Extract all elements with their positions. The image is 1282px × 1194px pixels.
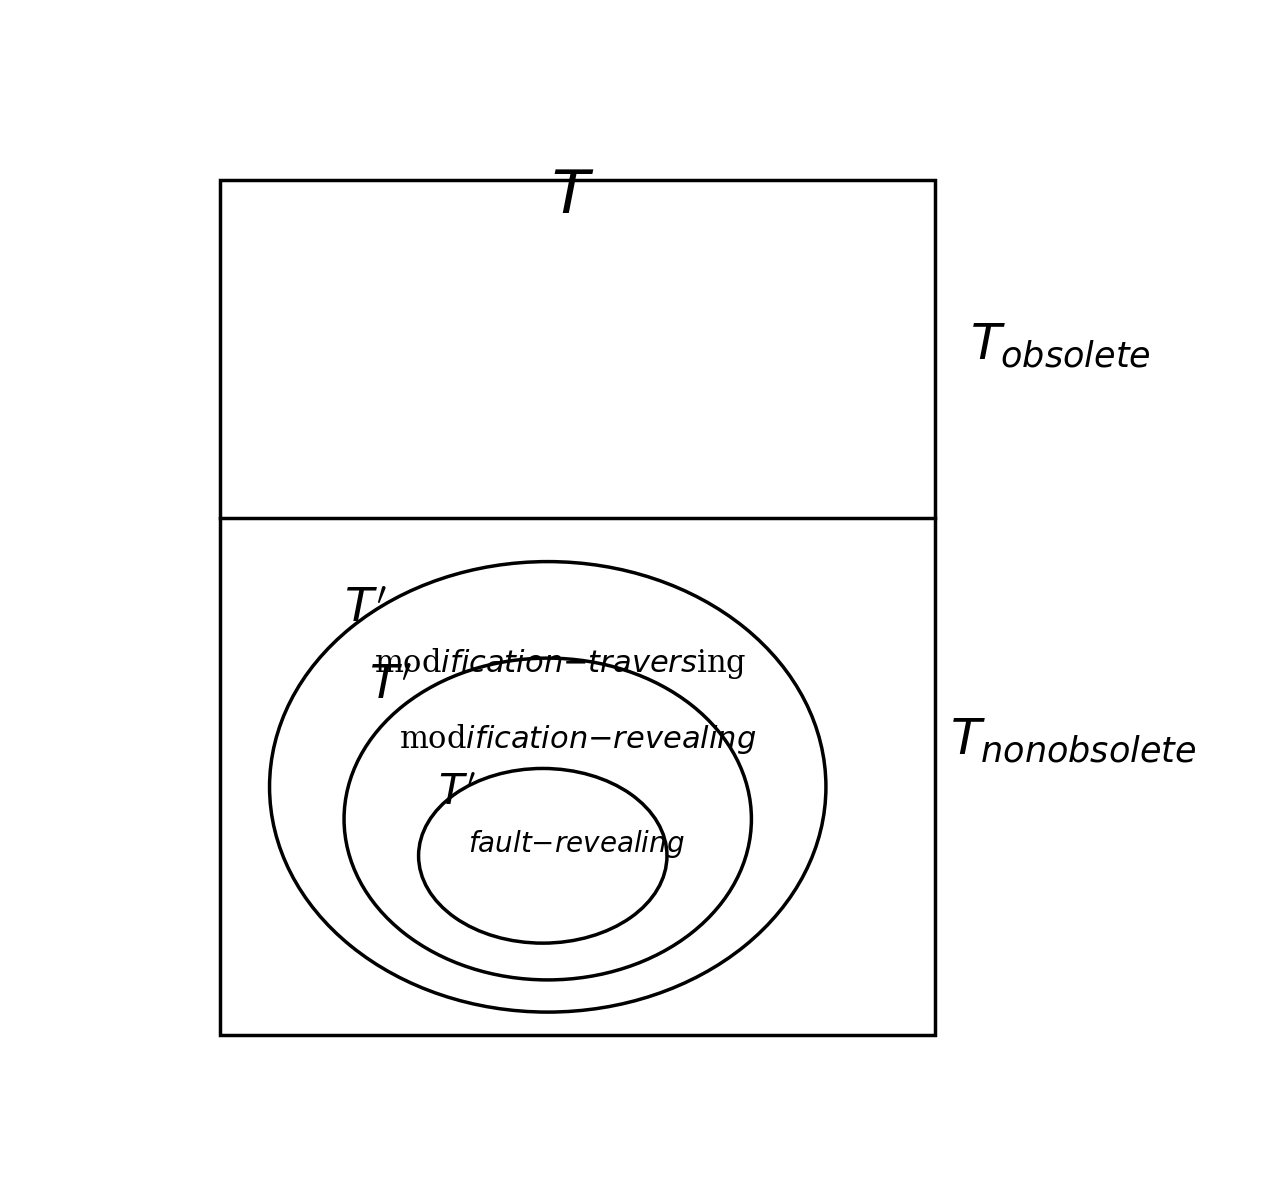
Text: mod$\mathit{ification}$$-$$\mathit{revealing}$: mod$\mathit{ification}$$-$$\mathit{revea… — [399, 722, 756, 757]
Text: $T'$: $T'$ — [438, 773, 477, 814]
Text: $T'$: $T'$ — [369, 664, 412, 709]
Text: $T$: $T$ — [551, 166, 595, 226]
Bar — [221, 180, 936, 1035]
Text: $\mathit{fault}$$-$$\mathit{revealing}$: $\mathit{fault}$$-$$\mathit{revealing}$ — [468, 829, 685, 860]
Text: $T_{obsolete}$: $T_{obsolete}$ — [970, 321, 1151, 370]
Text: $T_{nonobsolete}$: $T_{nonobsolete}$ — [950, 716, 1196, 765]
Text: mod$\mathit{ification}$$-$$\mathit{travers}$ing: mod$\mathit{ification}$$-$$\mathit{trave… — [374, 646, 746, 682]
Text: $T'$: $T'$ — [344, 587, 387, 633]
